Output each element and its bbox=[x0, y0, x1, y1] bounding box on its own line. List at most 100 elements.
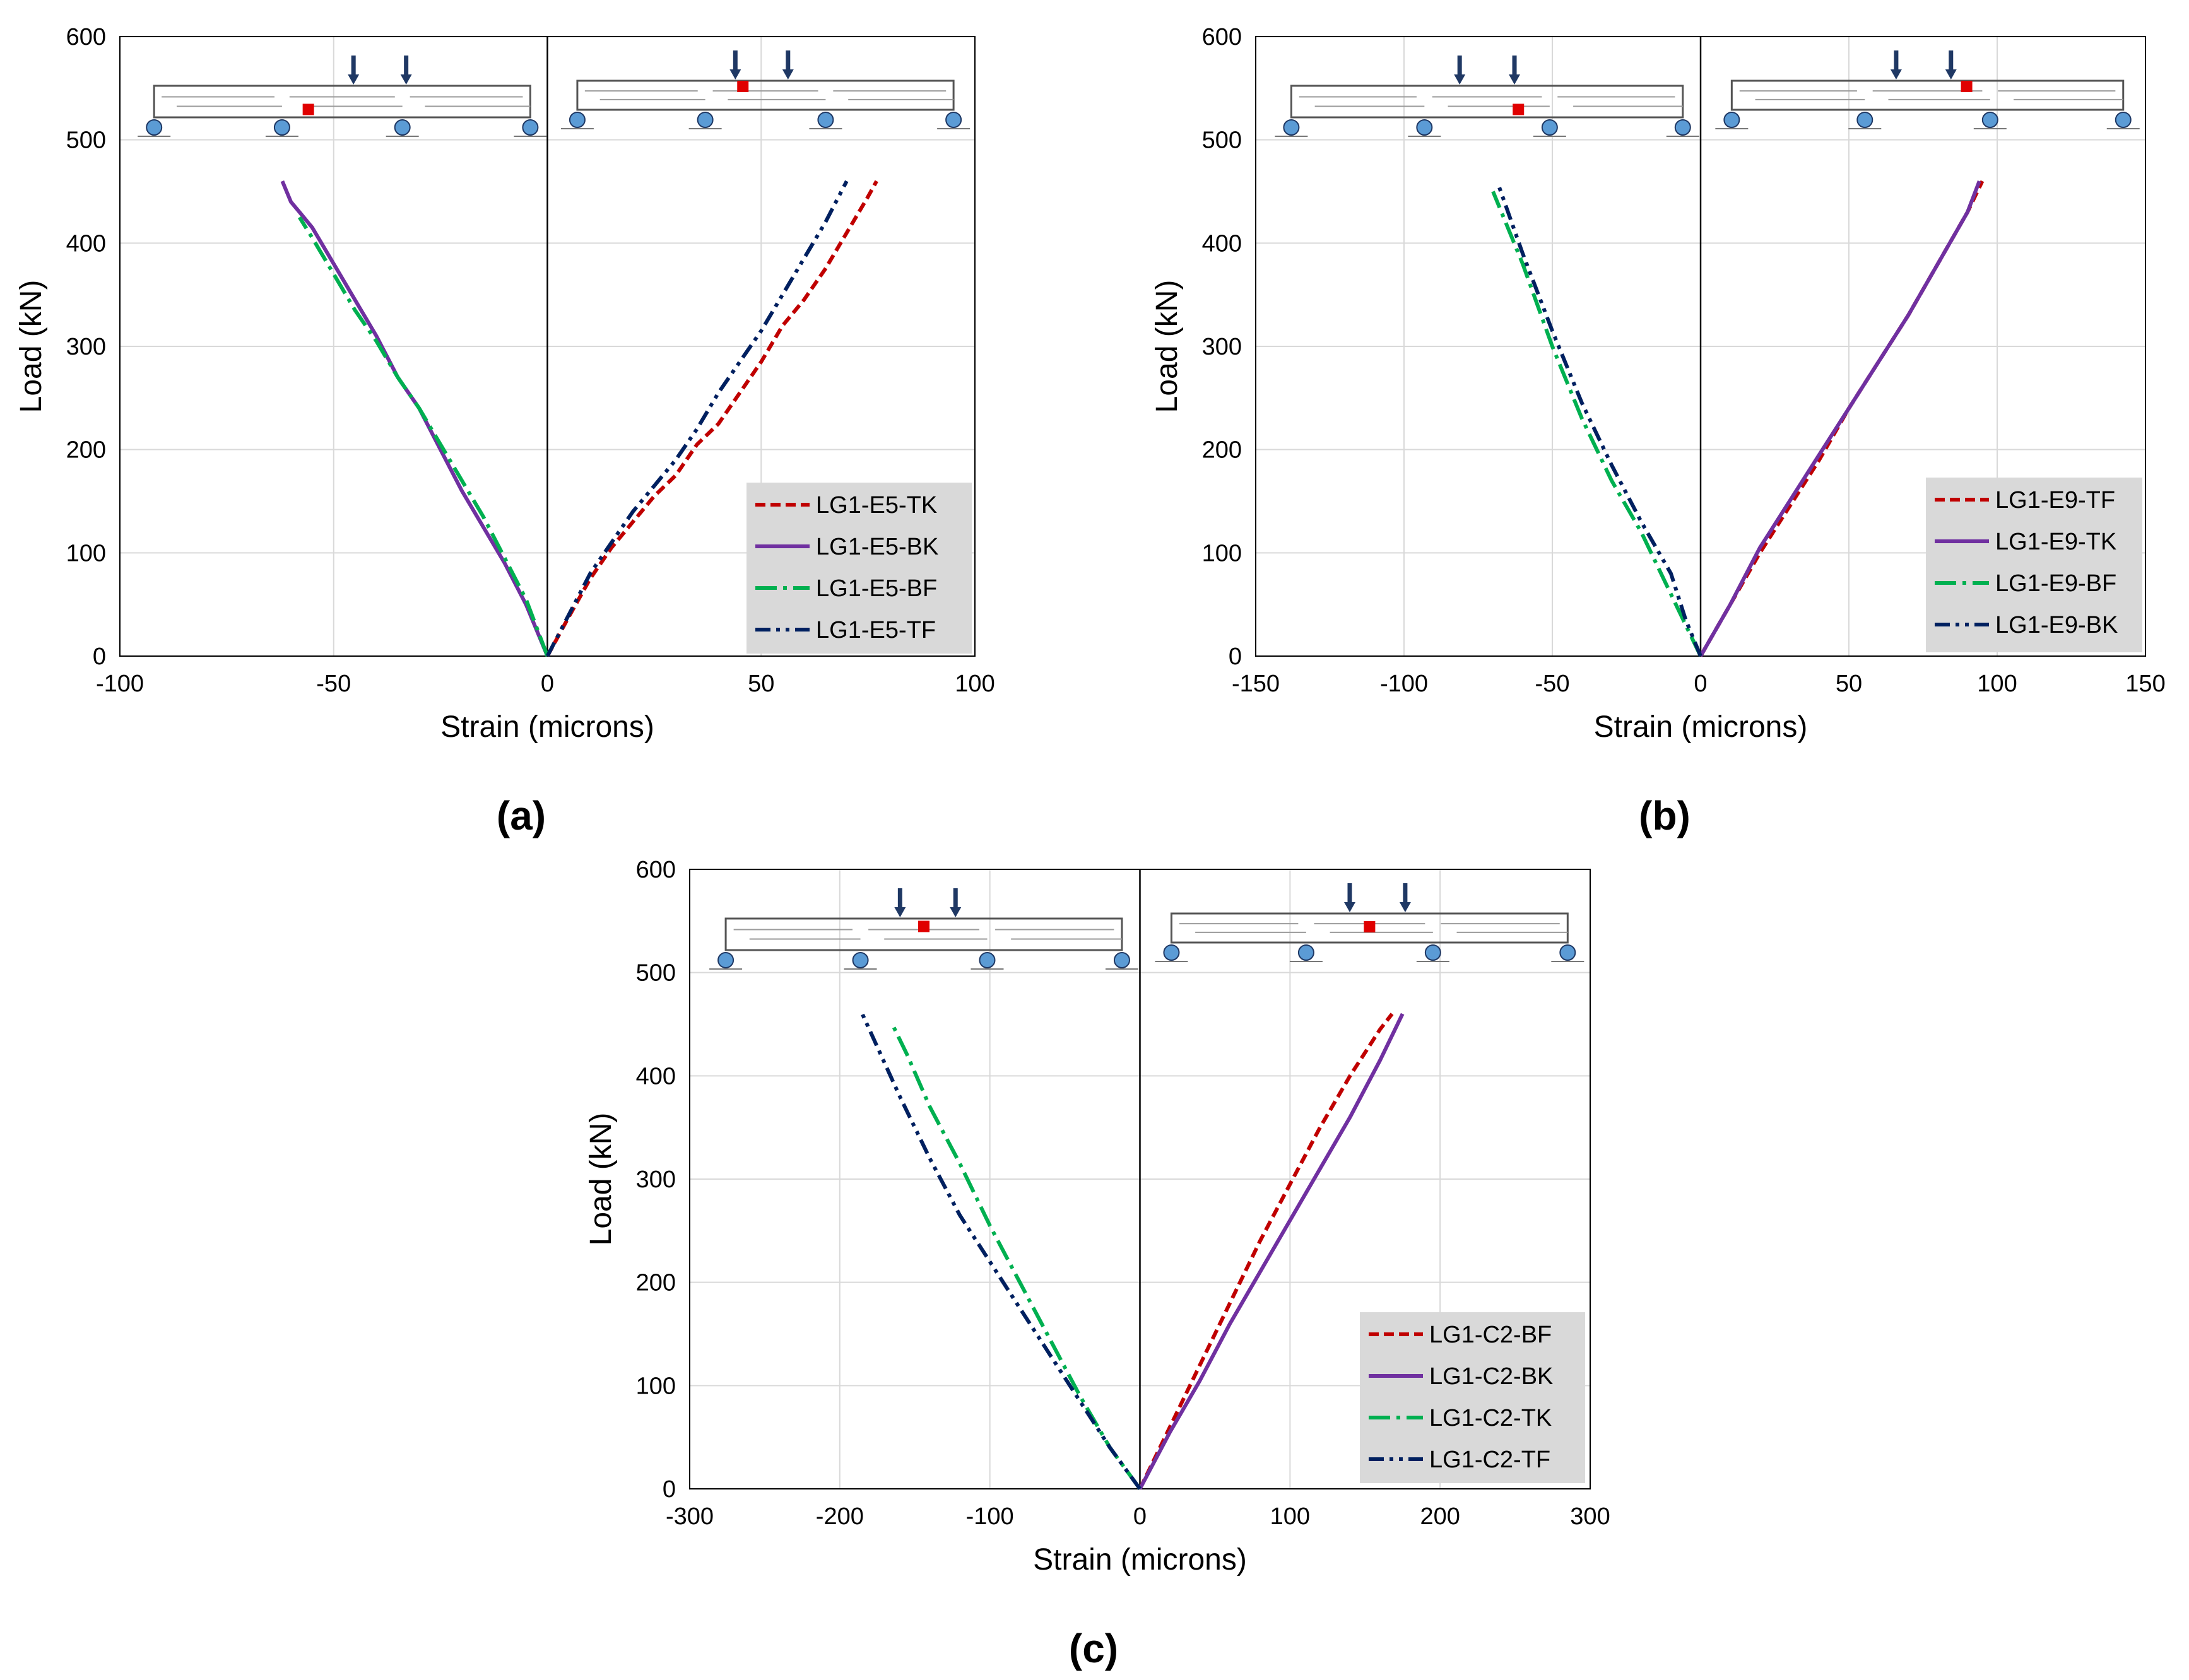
x-axis-title: Strain (microns) bbox=[1033, 1543, 1247, 1577]
roller-support-icon bbox=[1674, 119, 1691, 136]
legend-label: LG1-C2-BF bbox=[1429, 1322, 1552, 1348]
y-tick-label: 200 bbox=[1202, 437, 1242, 464]
load-arrow-head-icon bbox=[1343, 902, 1355, 912]
x-tick-label: -50 bbox=[316, 671, 351, 697]
legend-box bbox=[746, 483, 972, 654]
roller-support-icon bbox=[1424, 944, 1441, 961]
load-arrow-head-icon bbox=[1454, 74, 1466, 85]
series-line-lg1-e9-bf bbox=[1491, 191, 1702, 657]
legend-label: LG1-E9-TK bbox=[1995, 529, 2116, 555]
strain-gauge-marker bbox=[302, 103, 314, 115]
strain-gauge-marker bbox=[1513, 103, 1525, 115]
y-tick-label: 600 bbox=[636, 857, 676, 883]
series-line-lg1-e9-bk bbox=[1497, 185, 1702, 657]
roller-support-icon bbox=[1283, 119, 1300, 136]
x-axis-title: Strain (microns) bbox=[440, 710, 654, 744]
x-tick-label: -200 bbox=[816, 1503, 864, 1530]
panel-caption: (a) bbox=[497, 793, 546, 838]
legend-box bbox=[1926, 478, 2142, 652]
strain-gauge-marker bbox=[1364, 921, 1376, 932]
y-tick-label: 0 bbox=[1229, 643, 1242, 670]
roller-support-icon bbox=[1981, 112, 1998, 128]
load-arrow-head-icon bbox=[782, 69, 794, 79]
y-tick-label: 200 bbox=[66, 437, 106, 464]
y-tick-label: 400 bbox=[66, 230, 106, 257]
x-tick-label: 0 bbox=[1133, 1503, 1147, 1530]
load-arrow-head-icon bbox=[400, 74, 412, 85]
y-tick-label: 0 bbox=[93, 643, 106, 670]
load-arrow-head-icon bbox=[1890, 69, 1902, 79]
chart-panel-a: -100 -50 0 50 100 0 100 200 300 400 500 600 Strain (… bbox=[15, 24, 995, 838]
roller-support-icon bbox=[1163, 944, 1180, 961]
x-tick-label: 50 bbox=[1836, 671, 1862, 697]
series-line-lg1-e9-tk bbox=[1699, 180, 1981, 657]
y-tick-label: 500 bbox=[66, 127, 106, 154]
roller-support-icon bbox=[2115, 112, 2132, 128]
load-arrow-head-icon bbox=[894, 907, 906, 917]
series-line-lg1-e5-tf bbox=[545, 180, 849, 657]
y-tick-label: 300 bbox=[636, 1166, 676, 1193]
y-tick-label: 500 bbox=[1202, 127, 1242, 154]
x-tick-label: -100 bbox=[966, 1503, 1014, 1530]
y-tick-label: 100 bbox=[1202, 540, 1242, 567]
series-line-lg1-c2-bk bbox=[1138, 1013, 1405, 1490]
legend-label: LG1-E9-BK bbox=[1995, 612, 2118, 638]
legend-label: LG1-C2-TK bbox=[1429, 1405, 1552, 1431]
x-tick-label: 100 bbox=[1270, 1503, 1310, 1530]
x-tick-label: 50 bbox=[748, 671, 774, 697]
beam-outline bbox=[1730, 79, 2125, 111]
load-arrow-head-icon bbox=[348, 74, 360, 85]
legend-label: LG1-E5-BK bbox=[816, 534, 938, 560]
legend-label: LG1-C2-TF bbox=[1429, 1447, 1550, 1473]
y-axis-title: Load (kN) bbox=[584, 1113, 618, 1246]
series-line-lg1-c2-bf bbox=[1138, 1013, 1394, 1490]
y-tick-label: 600 bbox=[66, 24, 106, 50]
strain-gauge-marker bbox=[737, 81, 749, 92]
x-tick-label: 150 bbox=[2125, 671, 2165, 697]
y-tick-label: 600 bbox=[1202, 24, 1242, 50]
y-tick-label: 100 bbox=[636, 1373, 676, 1399]
chart-panel-b: -150 -100 -50 0 50 100 150 0 100 200 300 400 500 600 S… bbox=[1150, 24, 2166, 838]
load-arrow-head-icon bbox=[1945, 69, 1957, 79]
y-tick-label: 500 bbox=[636, 960, 676, 987]
y-tick-label: 400 bbox=[1202, 230, 1242, 257]
roller-support-icon bbox=[945, 112, 962, 128]
y-tick-label: 0 bbox=[663, 1476, 676, 1503]
roller-support-icon bbox=[717, 952, 735, 968]
roller-support-icon bbox=[522, 119, 539, 136]
roller-support-icon bbox=[146, 119, 163, 136]
x-tick-label: 0 bbox=[1694, 671, 1707, 697]
y-tick-label: 300 bbox=[66, 334, 106, 360]
load-arrow-head-icon bbox=[1399, 902, 1411, 912]
y-tick-label: 300 bbox=[1202, 334, 1242, 360]
series-line-lg1-c2-tf bbox=[860, 1013, 1142, 1490]
roller-support-icon bbox=[1541, 119, 1558, 136]
x-tick-label: 200 bbox=[1420, 1503, 1460, 1530]
roller-support-icon bbox=[852, 952, 869, 968]
x-tick-label: -100 bbox=[96, 671, 144, 697]
series-line-lg1-c2-tk bbox=[890, 1023, 1142, 1490]
beam-outline bbox=[1170, 912, 1569, 944]
roller-support-icon bbox=[1723, 112, 1740, 128]
roller-support-icon bbox=[697, 112, 714, 128]
x-tick-label: 100 bbox=[1977, 671, 2017, 697]
legend-label: LG1-E5-TF bbox=[816, 617, 936, 643]
roller-support-icon bbox=[273, 119, 290, 136]
roller-support-icon bbox=[1416, 119, 1433, 136]
series-line-lg1-e5-bf bbox=[298, 216, 550, 657]
y-tick-label: 200 bbox=[636, 1270, 676, 1296]
load-arrow-head-icon bbox=[950, 907, 962, 917]
roller-support-icon bbox=[394, 119, 411, 136]
strain-gauge-marker bbox=[1961, 81, 1973, 92]
legend-box bbox=[1360, 1312, 1585, 1483]
panel-caption: (b) bbox=[1639, 793, 1690, 838]
x-tick-label: -100 bbox=[1380, 671, 1428, 697]
x-tick-label: -50 bbox=[1535, 671, 1570, 697]
roller-support-icon bbox=[1856, 112, 1873, 128]
y-axis-title: Load (kN) bbox=[1150, 280, 1184, 413]
x-tick-label: -300 bbox=[666, 1503, 714, 1530]
roller-support-icon bbox=[569, 112, 586, 128]
beam-outline bbox=[724, 917, 1123, 951]
legend-label: LG1-E5-BF bbox=[816, 575, 937, 602]
